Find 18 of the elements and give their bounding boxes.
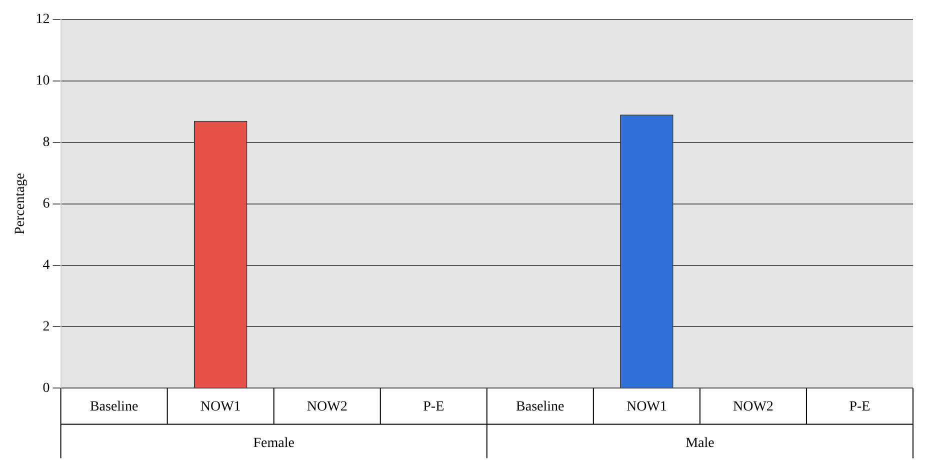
y-tick-label: 0 — [42, 380, 50, 396]
y-tick-label: 8 — [42, 135, 50, 150]
x-tick-label: Baseline — [516, 399, 564, 414]
text: Male — [686, 436, 714, 451]
y-axis-title: Percentage — [13, 173, 28, 235]
x-tick-label: NOW1 — [200, 399, 241, 414]
x-tick-label: NOW2 — [732, 399, 774, 414]
y-tick-label: 2 — [42, 319, 50, 334]
y-tick-label: 4 — [42, 258, 50, 273]
x-tick-label: P-E — [849, 399, 870, 414]
x-tick-label: Baseline — [90, 399, 138, 414]
y-tick-label: 12 — [36, 12, 50, 28]
x-tick-label: P-E — [423, 399, 444, 414]
x-tick-label: NOW2 — [306, 399, 348, 414]
x-tick-label: NOW1 — [626, 399, 667, 414]
y-tick-label: 10 — [36, 74, 50, 89]
y-tick-label: 6 — [42, 196, 50, 212]
text: Female — [253, 436, 294, 451]
